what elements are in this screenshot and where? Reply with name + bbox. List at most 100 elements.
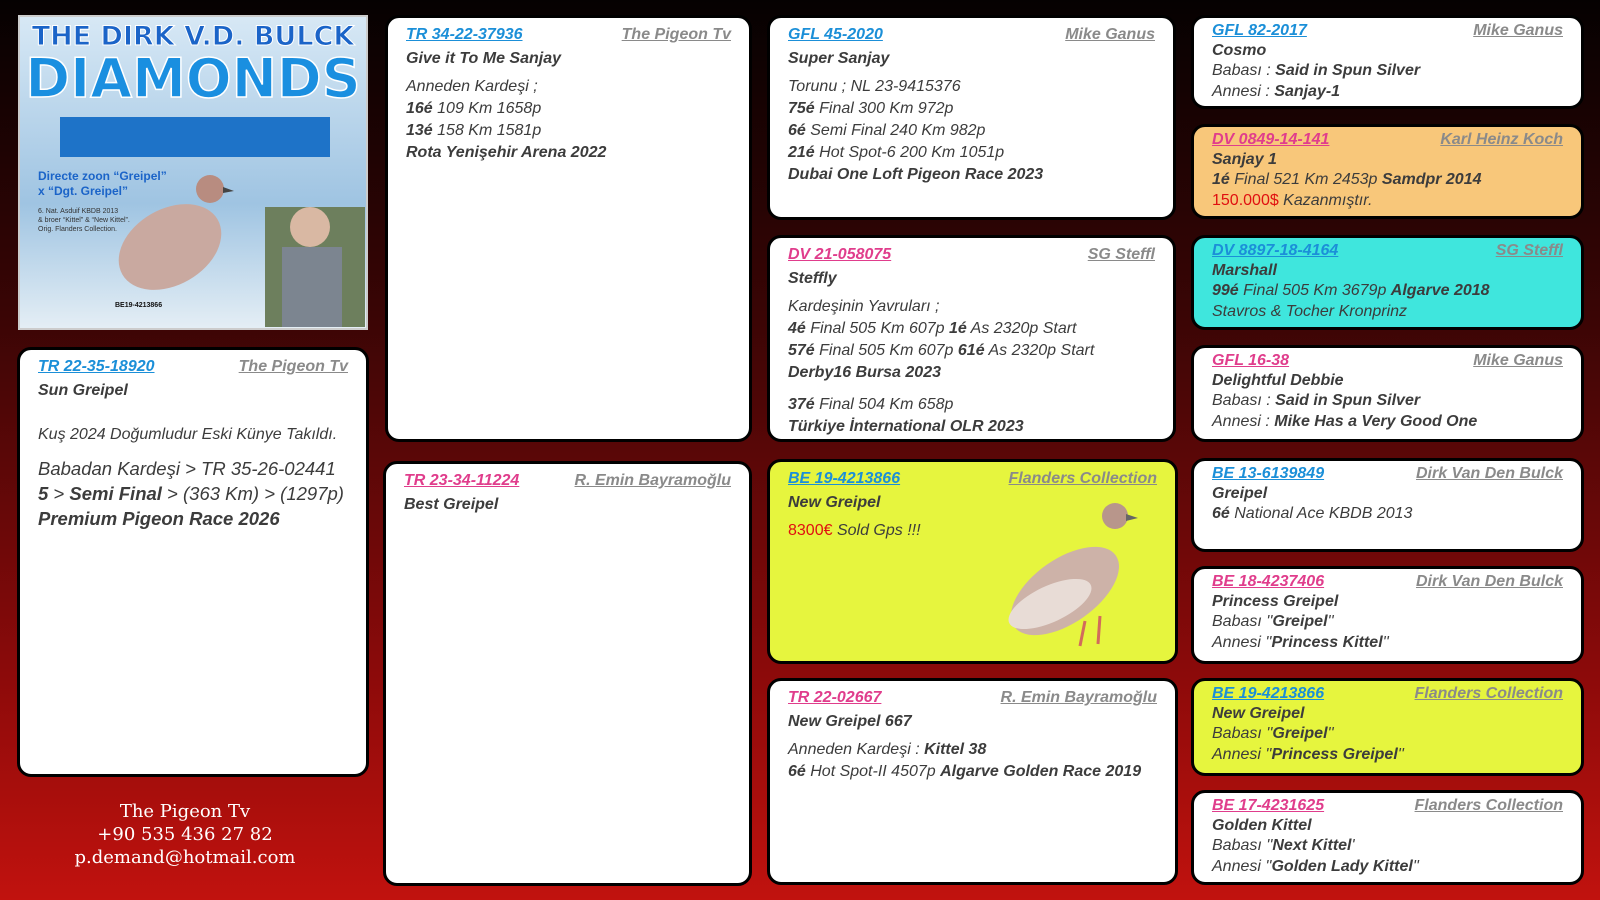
pigeon-name: Steffly — [788, 270, 837, 287]
pigeon-name: Super Sanjay — [788, 50, 890, 67]
owner: Flanders Collection — [1414, 685, 1563, 702]
text: Final 300 Km 972p — [814, 100, 954, 117]
text: '' — [1397, 746, 1404, 763]
pedigree-card: TR 23-34-11224 R. Emin Bayramoğlu Best Gre… — [383, 461, 752, 886]
text: Final 505 Km 3679p — [1238, 282, 1391, 299]
ring-number: TR 34-22-37936 — [406, 26, 523, 43]
caption-line: x “Dgt. Greipel” — [38, 184, 129, 198]
text: Rota Yenişehir Arena 2022 — [406, 144, 607, 161]
text: Anneden Kardeşi : — [788, 741, 925, 758]
text: Next Kittel — [1272, 837, 1352, 854]
ring-number: BE 17-4231625 — [1212, 797, 1325, 814]
pedigree-card: GFL 16-38 Mike Ganus Delightful Debbie Baba… — [1191, 345, 1584, 442]
info-line: Annesi : Sanjay-1 — [1212, 81, 1563, 102]
card-header: GFL 45-2020 Mike Ganus — [788, 26, 1155, 44]
card-header: TR 22-02667 R. Emin Bayramoğlu — [788, 689, 1157, 707]
text: Final 521 Km 2453p — [1229, 171, 1382, 188]
ring-number: DV 21-058075 — [788, 246, 892, 263]
pedigree-card: GFL 45-2020 Mike Ganus Super Sanjay Torunu … — [767, 15, 1176, 220]
image-ring: BE19-4213866 — [115, 302, 163, 309]
ring-number: TR 22-02667 — [788, 689, 882, 706]
owner: R. Emin Bayramoğlu — [574, 472, 731, 489]
text: Kuş 2024 Doğumludur Eski Künye Takıldı. — [38, 426, 338, 443]
card-header: DV 8897-18-4164 SG Steffl — [1212, 242, 1563, 260]
ring-number: GFL 16-38 — [1212, 352, 1290, 369]
text: 57é — [788, 342, 815, 359]
card-header: BE 19-4213866 Flanders Collection — [1212, 685, 1563, 703]
text: Greipel — [1272, 725, 1328, 742]
info-line: 6é Semi Final 240 Km 982p — [788, 120, 1155, 142]
caption-line: Directe zoon “Greipel” — [38, 169, 167, 183]
owner: Mike Ganus — [1473, 352, 1563, 369]
text: Babası : — [1212, 62, 1276, 79]
pedigree-card: BE 17-4231625 Flanders Collection Golden K… — [1191, 790, 1584, 885]
text: Babası '' — [1212, 837, 1273, 854]
text: Semi Final — [69, 483, 162, 504]
info-line: Babadan Kardeşi > TR 35-26-02441 — [38, 456, 348, 481]
pedigree-card: GFL 82-2017 Mike Ganus Cosmo Babası : Said … — [1191, 15, 1584, 109]
owner: Karl Heinz Koch — [1440, 131, 1563, 148]
pigeon-name: Sanjay 1 — [1212, 151, 1277, 168]
info-line: Annesi : Mike Has a Very Good One — [1212, 411, 1563, 432]
info-line: Babası : Said in Spun Silver — [1212, 60, 1563, 81]
text: National Ace KBDB 2013 — [1229, 505, 1413, 522]
ring-number: BE 19-4213866 — [1212, 685, 1325, 702]
pigeon-photo — [1008, 503, 1138, 647]
text: 1é — [949, 320, 967, 337]
ring-number: TR 22-35-18920 — [38, 358, 155, 375]
text: Anneden Kardeşi ; — [406, 78, 538, 95]
text: Algarve Golden Race 2019 — [940, 763, 1142, 780]
image-title-top: THE DIRK V.D. BULCK — [31, 21, 355, 53]
text: '' — [1327, 725, 1334, 742]
pigeon-name: New Greipel — [1212, 705, 1305, 722]
info-line: Rota Yenişehir Arena 2022 — [406, 142, 731, 164]
pedigree-card: BE 18-4237406 Dirk Van Den Bulck Princess … — [1191, 566, 1584, 664]
pigeon-name: New Greipel — [788, 494, 881, 511]
card-header: DV 21-058075 SG Steffl — [788, 246, 1155, 264]
text: Babadan Kardeşi > TR 35-26-02441 — [38, 458, 336, 479]
ring-number: TR 23-34-11224 — [404, 472, 520, 489]
text: Annesi '' — [1212, 746, 1272, 763]
text: Algarve 2018 — [1390, 282, 1490, 299]
pedigree-card: DV 8897-18-4164 SG Steffl Marshall 99é Fina… — [1191, 235, 1584, 330]
info-line: 57é Final 505 Km 607p 61é As 2320p Start — [788, 340, 1155, 362]
text: 99é — [1212, 282, 1239, 299]
text: Sanjay-1 — [1274, 83, 1341, 100]
card-header: BE 19-4213866 Flanders Collection — [788, 470, 1157, 488]
text: > — [48, 483, 70, 504]
pedigree-card: TR 22-35-18920 The Pigeon Tv Sun Greipel Ku… — [17, 347, 369, 777]
text: 13é — [406, 122, 433, 139]
text: Kardeşinin Yavruları ; — [788, 298, 940, 315]
card-header: BE 18-4237406 Dirk Van Den Bulck — [1212, 573, 1563, 591]
info-line: Babası ''Greipel'' — [1212, 723, 1563, 744]
text: Torunu ; NL 23-9415376 — [788, 78, 961, 95]
info-line: Annesi ''Golden Lady Kittel'' — [1212, 856, 1563, 877]
text: Final 505 Km 607p — [805, 320, 949, 337]
info-line: 75é Final 300 Km 972p — [788, 98, 1155, 120]
text: Stavros & Tocher Kronprinz — [1212, 303, 1408, 320]
pedigree-card: TR 22-02667 R. Emin Bayramoğlu New Greipel… — [767, 678, 1178, 885]
image-art — [118, 175, 365, 327]
text: Babası : — [1212, 392, 1276, 409]
card-header: GFL 16-38 Mike Ganus — [1212, 352, 1563, 370]
text: Greipel — [1272, 613, 1328, 630]
text: Dubai One Loft Pigeon Race 2023 — [788, 166, 1044, 183]
owner: SG Steffl — [1087, 246, 1155, 263]
info-line: Annesi ''Princess Greipel'' — [1212, 744, 1563, 765]
image-title: DIAMONDS — [25, 46, 362, 111]
text: Babası '' — [1212, 725, 1273, 742]
card-header: DV 0849-14-141 Karl Heinz Koch — [1212, 131, 1563, 149]
pigeon-name: Golden Kittel — [1212, 817, 1312, 834]
text: 1é — [1212, 171, 1230, 188]
image-notes: 6. Nat. Asduif KBDB 2013 & broer “Kittel… — [38, 207, 130, 234]
pigeon-name: Sun Greipel — [38, 382, 128, 399]
card-header: TR 34-22-37936 The Pigeon Tv — [406, 26, 731, 44]
text: Princess Greipel — [1271, 746, 1398, 763]
info-line: Kardeşinin Yavruları ; — [788, 296, 1155, 318]
note-line: Orig. Flanders Collection. — [38, 226, 117, 233]
owner: Flanders Collection — [1414, 797, 1563, 814]
pigeon-name: New Greipel 667 — [788, 713, 912, 730]
info-line: Anneden Kardeşi ; — [406, 76, 731, 98]
contact-phone: +90 535 436 27 82 — [97, 824, 273, 845]
text: 6é — [788, 122, 806, 139]
